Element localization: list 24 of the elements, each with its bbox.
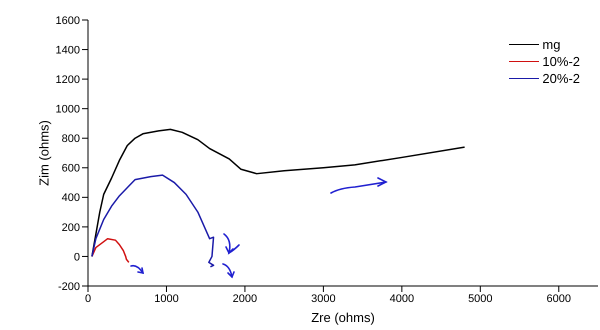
y-tick-label: 800 — [62, 133, 80, 146]
legend-label: 20%-2 — [542, 70, 580, 87]
y-tick-label: 1600 — [56, 14, 80, 27]
y-tick-label: 1000 — [56, 104, 80, 116]
y-axis-title: Zim (ohms) — [36, 120, 52, 186]
x-axis-title: Zre (ohms) — [311, 310, 375, 325]
line-series — [91, 174, 214, 268]
x-tick-label: 2000 — [232, 292, 258, 305]
x-tick-label: 6000 — [546, 292, 572, 305]
y-tick-label: 1400 — [56, 44, 80, 56]
y-tick-label: 600 — [62, 162, 80, 175]
y-tick-label: -200 — [58, 280, 80, 293]
x-tick-label: 5000 — [468, 292, 493, 305]
x-tick-label: 4000 — [390, 292, 414, 305]
y-tick-label: 400 — [62, 192, 80, 204]
y-tick-label: 1200 — [56, 74, 80, 86]
y-tick-label: 0 — [74, 251, 80, 264]
x-tick-label: 1000 — [154, 292, 179, 305]
x-tick-label: 0 — [84, 292, 92, 305]
line-series — [91, 238, 130, 264]
legend-label: mg — [542, 36, 560, 53]
legend-label: 10%-2 — [542, 53, 580, 70]
y-tick-label: 200 — [62, 222, 80, 234]
x-tick-label: 3000 — [311, 292, 336, 305]
